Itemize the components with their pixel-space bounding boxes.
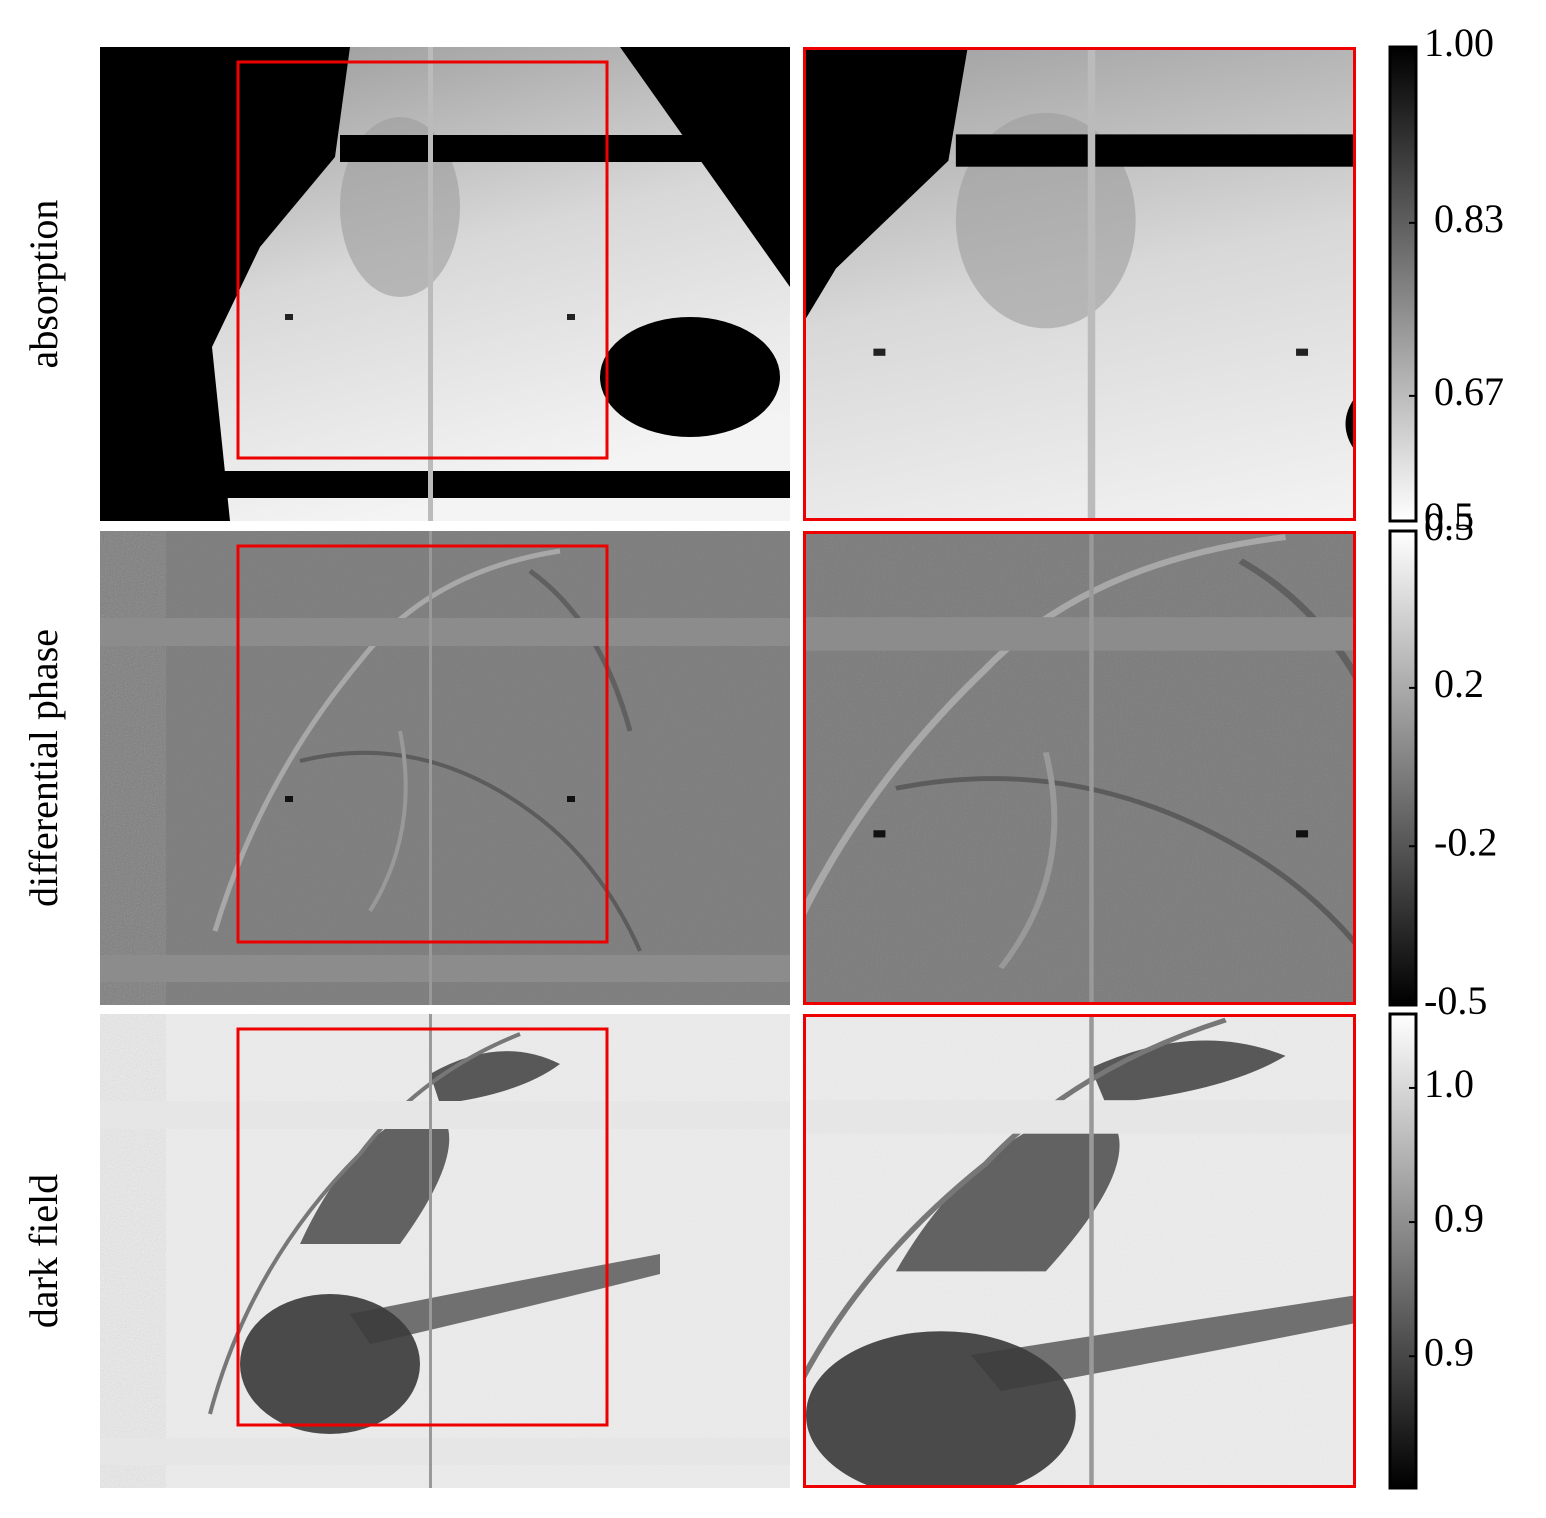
- colorbar-tick-label: 0.5: [1424, 504, 1474, 549]
- colorbar-tick-label: -0.5: [1424, 978, 1487, 1023]
- image-panel: [100, 531, 790, 1005]
- colorbar-tick-label: 0.9: [1424, 1329, 1474, 1374]
- zoom-border: [803, 47, 1356, 521]
- zoom-border: [803, 531, 1356, 1005]
- colorbar-tick-label: 0.67: [1434, 369, 1504, 414]
- colorbar-tick-label: 0.9: [1434, 1195, 1484, 1240]
- zoom-box: [236, 544, 609, 944]
- row-label: dark field: [21, 1174, 66, 1328]
- colorbar-tick-label: 1.00: [1424, 20, 1494, 65]
- colorbar-tick-label: 0.5: [1424, 494, 1474, 539]
- image: [100, 531, 790, 1005]
- colorbar: [1388, 1012, 1418, 1490]
- colorbar: [1388, 45, 1418, 523]
- image: [100, 1014, 790, 1518]
- image-panel: [100, 1014, 790, 1518]
- colorbar-tick-label: 0.83: [1434, 196, 1504, 241]
- colorbar-tick-label: 1.0: [1424, 1061, 1474, 1106]
- colorbar-tick-label: 0.2: [1434, 661, 1484, 706]
- colorbar: [1388, 529, 1418, 1007]
- zoom-border: [803, 1014, 1356, 1488]
- colorbar-tick-label: -0.2: [1434, 819, 1497, 864]
- image-panel: [100, 47, 790, 521]
- zoom-box: [236, 1027, 609, 1427]
- row-label: absorption: [21, 200, 66, 369]
- image: [100, 47, 790, 521]
- zoom-box: [236, 60, 609, 460]
- row-label: differential phase: [21, 629, 66, 907]
